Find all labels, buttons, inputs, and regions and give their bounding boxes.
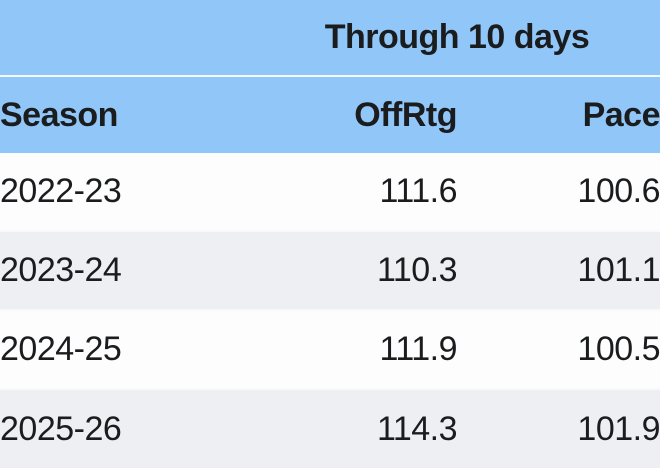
table-header: Through 10 days Season OffRtg Pace <box>0 0 660 153</box>
pace-cell: 101.1 <box>457 230 660 310</box>
offrtg-cell: 111.6 <box>379 172 457 210</box>
table-row: 2022-23 111.6 100.6 <box>0 153 660 231</box>
season-cell: 2022-23 <box>0 172 122 210</box>
offrtg-cell: 110.3 <box>254 230 457 310</box>
offrtg-cell: 114.3 <box>254 388 457 468</box>
table-title: Through 10 days <box>254 0 660 77</box>
column-header-pace: Pace <box>457 76 660 153</box>
column-header-offrtg: OffRtg <box>254 76 457 153</box>
column-header-season: Season <box>0 76 254 153</box>
pace-cell: 100.5 <box>457 309 660 389</box>
table-row: 2025-26 114.3 101.9 <box>0 388 660 468</box>
pace-cell: 100.6 <box>577 172 660 210</box>
season-cell: 2025-26 <box>0 388 254 468</box>
season-cell: 2024-25 <box>0 309 254 389</box>
spanner-row: Through 10 days <box>0 0 660 77</box>
spanner-empty-cell <box>0 0 254 77</box>
season-cell: 2023-24 <box>0 230 254 310</box>
table-body: 2022-23 111.6 100.6 2023-24 110.3 101.1 … <box>0 153 660 468</box>
offrtg-cell: 111.9 <box>254 309 457 389</box>
pace-cell: 101.9 <box>457 388 660 468</box>
column-header-row: Season OffRtg Pace <box>0 76 660 153</box>
table-row: 2023-24 110.3 101.1 <box>0 230 660 310</box>
table-row: 2024-25 111.9 100.5 <box>0 309 660 389</box>
